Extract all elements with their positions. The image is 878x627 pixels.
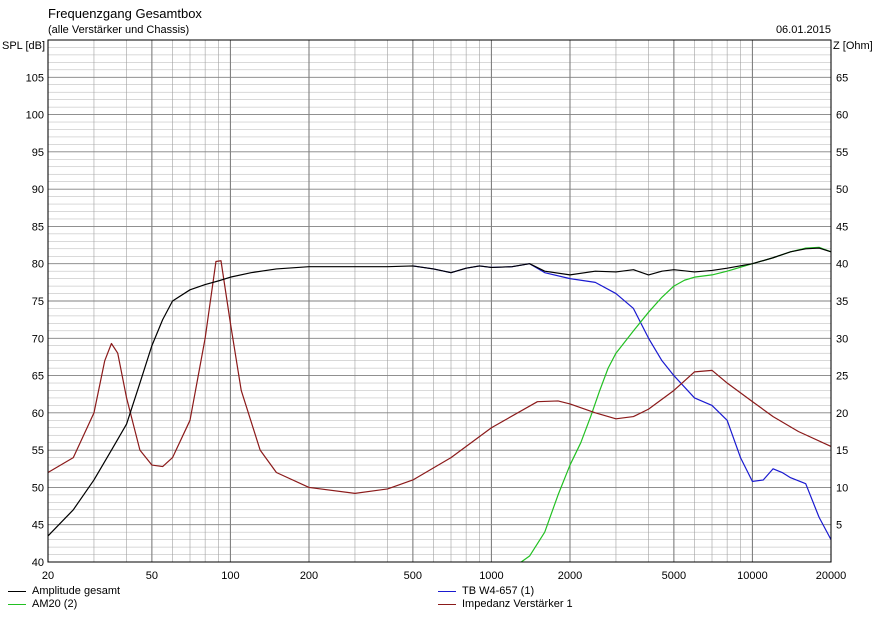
y-axis-label: SPL [dB] <box>2 40 45 52</box>
chart-subtitle: (alle Verstärker und Chassis) <box>48 24 189 36</box>
legend-swatch-impedance <box>438 604 456 605</box>
major-gridlines <box>47 40 832 562</box>
x-tick-label: 2000 <box>558 570 582 582</box>
legend-swatch-am20 <box>8 604 26 605</box>
y-tick-label: 70 <box>32 333 44 345</box>
x-tick-label: 500 <box>404 570 422 582</box>
x-tick-label: 200 <box>300 570 318 582</box>
series-impedanz-verstaerker <box>47 260 832 494</box>
x-tick-label: 20000 <box>816 570 847 582</box>
y-tick-label: 40 <box>32 557 44 569</box>
x-tick-label: 1000 <box>479 570 503 582</box>
y2-tick-label: 40 <box>836 259 848 271</box>
legend-item-tbw4: TB W4-657 (1) <box>438 585 573 598</box>
legend-label-tbw4: TB W4-657 (1) <box>462 585 535 597</box>
y-tick-label: 100 <box>26 110 44 122</box>
y2-tick-label: 5 <box>836 520 842 532</box>
x-tick-labels: 20 50 100 200 500 1000 2000 5000 10000 20000 <box>42 570 846 582</box>
y-tick-label: 50 <box>32 482 44 494</box>
plot-frame <box>47 39 832 563</box>
legend-swatch-tbw4 <box>438 591 456 592</box>
y-tick-label: 75 <box>32 296 44 308</box>
y-tick-label: 90 <box>32 184 44 196</box>
y-tick-label: 85 <box>32 221 44 233</box>
series-amplitude-gesamt <box>47 247 832 537</box>
y2-tick-label: 45 <box>836 221 848 233</box>
series-am20 <box>520 246 832 563</box>
y2-tick-label: 25 <box>836 371 848 383</box>
series-tb-w4-657 <box>412 263 832 540</box>
legend-column-left: Amplitude gesamt AM20 (2) <box>8 585 120 611</box>
x-tick-label: 50 <box>146 570 158 582</box>
y2-tick-label: 65 <box>836 72 848 84</box>
legend-item-am20: AM20 (2) <box>8 598 120 611</box>
x-tick-label: 20 <box>42 570 54 582</box>
y2-tick-label: 55 <box>836 147 848 159</box>
y2-tick-label: 15 <box>836 445 848 457</box>
y-tick-label: 60 <box>32 408 44 420</box>
y-tick-label: 105 <box>26 72 44 84</box>
series-layer <box>47 246 832 563</box>
x-tick-label: 5000 <box>662 570 686 582</box>
chart-title: Frequenzgang Gesamtbox <box>48 6 202 21</box>
y2-axis-label: Z [Ohm] <box>833 40 873 52</box>
legend-label-am20: AM20 (2) <box>32 598 78 610</box>
chart-date: 06.01.2015 <box>776 24 831 36</box>
legend-label-impedance: Impedanz Verstärker 1 <box>462 598 573 610</box>
y-tick-labels: 45 50 55 60 65 70 75 80 85 90 95 100 105 40 <box>26 72 44 569</box>
legend-label-amplitude: Amplitude gesamt <box>32 585 121 597</box>
y-tick-label: 95 <box>32 147 44 159</box>
x-tick-label: 100 <box>221 570 239 582</box>
y-tick-label: 45 <box>32 520 44 532</box>
y2-tick-label: 50 <box>836 184 848 196</box>
y2-tick-label: 10 <box>836 482 848 494</box>
y2-tick-label: 20 <box>836 408 848 420</box>
legend-item-impedance: Impedanz Verstärker 1 <box>438 598 573 611</box>
legend-column-right: TB W4-657 (1) Impedanz Verstärker 1 <box>438 585 573 611</box>
y2-tick-label: 60 <box>836 110 848 122</box>
y-tick-label: 55 <box>32 445 44 457</box>
y2-tick-labels: 5 10 15 20 25 30 35 40 45 50 55 60 65 <box>836 72 848 531</box>
y2-tick-label: 30 <box>836 333 848 345</box>
y-tick-label: 65 <box>32 371 44 383</box>
x-tick-label: 10000 <box>737 570 768 582</box>
legend-item-amplitude: Amplitude gesamt <box>8 585 120 598</box>
legend-swatch-amplitude <box>8 591 26 592</box>
y2-tick-label: 35 <box>836 296 848 308</box>
y-tick-label: 80 <box>32 259 44 271</box>
